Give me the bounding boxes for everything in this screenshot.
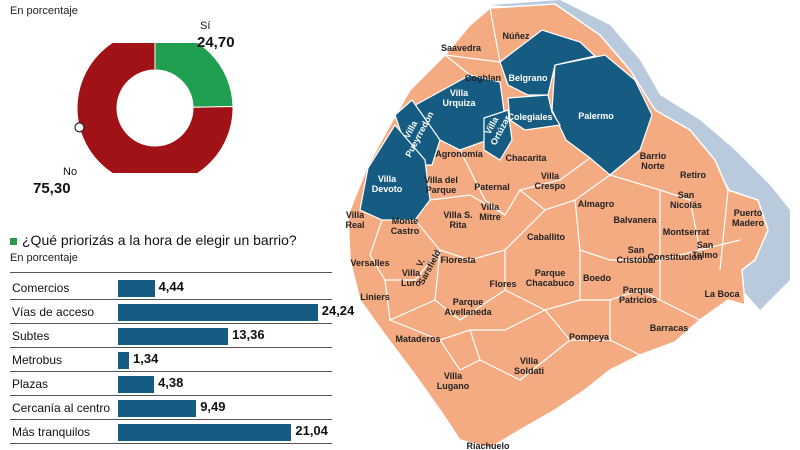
map-label: Flores xyxy=(489,279,516,289)
bar-row: Subtes 13,36 xyxy=(10,325,332,348)
bar-value: 9,49 xyxy=(200,399,226,414)
barrio-boundaries xyxy=(369,7,741,381)
bar xyxy=(118,376,155,393)
bars-title-row: ¿Qué priorizás a la hora de elegir un ba… xyxy=(10,232,297,248)
map-label: Palermo xyxy=(578,111,614,121)
city-map: Saavedra Núñez Coghlan Belgrano Villa Urquiza… xyxy=(345,0,790,450)
bar-label: Comercios xyxy=(12,281,70,295)
bar xyxy=(118,280,155,297)
bars-subtitle: En porcentaje xyxy=(10,252,78,264)
map-label: Villa Luro xyxy=(401,268,421,288)
map-label: Paternal xyxy=(474,182,510,192)
map-label: Saavedra xyxy=(441,43,482,53)
map-label: Agronomía xyxy=(435,149,483,159)
donut-subtitle: En porcentaje xyxy=(10,5,78,17)
map-label: Belgrano xyxy=(508,73,548,83)
map-label: Villa Crespo xyxy=(534,171,566,191)
map-label: Villa Soldati xyxy=(514,356,544,376)
bar xyxy=(118,400,197,417)
bar-row: Cercanía al centro 9,49 xyxy=(10,397,332,420)
bar xyxy=(118,424,292,441)
donut-label-si-value: 24,70 xyxy=(197,34,235,51)
donut-slice-no xyxy=(76,43,234,173)
donut-label-no-value: 75,30 xyxy=(33,180,71,197)
map-label: Coghlan xyxy=(465,73,501,83)
map-label: Chacarita xyxy=(505,153,547,163)
donut-chart xyxy=(74,43,234,173)
donut-label-no-name: No xyxy=(63,166,78,178)
bar xyxy=(118,304,318,321)
bar-row: Metrobus 1,34 xyxy=(10,349,332,372)
map-label: Liniers xyxy=(360,292,390,302)
map-label: Monte Castro xyxy=(391,216,420,236)
map-label: Villa S. Rita xyxy=(443,210,472,230)
map-label: Riachuelo xyxy=(466,441,510,450)
area-colegiales xyxy=(507,94,561,131)
bar-label: Subtes xyxy=(12,329,50,343)
bar-value: 4,38 xyxy=(158,375,184,390)
bar-value: 1,34 xyxy=(133,351,159,366)
map-label: Montserrat xyxy=(663,227,710,237)
map-label: Caballito xyxy=(527,232,566,242)
bar-label: Más tranquilos xyxy=(12,425,91,439)
map-label: Mataderos xyxy=(395,334,440,344)
bar-label: Metrobus xyxy=(12,353,63,367)
bar-row: Vías de acceso 24,24 xyxy=(10,301,354,324)
bar-value: 13,36 xyxy=(232,327,265,342)
map-label: Villa del Parque xyxy=(424,175,458,195)
map-label: Balvanera xyxy=(613,215,657,225)
map-label: Villa Lugano xyxy=(437,371,470,391)
map-label: Núñez xyxy=(503,31,531,41)
map-label: Villa Real xyxy=(345,210,365,230)
bar-row: Más tranquilos 21,04 xyxy=(10,421,332,444)
map-label: Boedo xyxy=(583,273,612,283)
bar-value: 24,24 xyxy=(321,303,355,318)
map-label: Retiro xyxy=(680,170,707,180)
map-label: Parque Patricios xyxy=(619,285,657,305)
map-label: Versalles xyxy=(350,258,389,268)
map-label: La Boca xyxy=(704,289,740,299)
bar-label: Vías de acceso xyxy=(12,305,95,319)
map-label: San Nicolás xyxy=(670,190,702,210)
map-label: Barrio Norte xyxy=(640,151,667,171)
map-label: Almagro xyxy=(578,199,615,209)
map-label: Villa Urquiza xyxy=(442,88,476,108)
bars-title: ¿Qué priorizás a la hora de elegir un ba… xyxy=(22,232,297,248)
highlighted-barrios xyxy=(359,29,653,221)
bar-label: Cercanía al centro xyxy=(12,401,111,415)
map-label: Pompeya xyxy=(569,332,610,342)
map-label: Villa Mitre xyxy=(479,202,501,222)
bar-value: 4,44 xyxy=(158,279,184,294)
donut-slice-si xyxy=(154,43,234,108)
map-label: Barracas xyxy=(650,323,689,333)
area-belgrano xyxy=(499,29,597,96)
map-label: San Cristóbal xyxy=(616,245,655,265)
map-label: Villa Devoto xyxy=(372,174,403,194)
map-label: Constitución xyxy=(648,252,703,262)
donut-label-si-name: Sí xyxy=(200,20,211,32)
map-label: Colegiales xyxy=(507,112,552,122)
river-coast xyxy=(490,0,790,310)
map-label: Parque Avellaneda xyxy=(444,297,492,317)
bar xyxy=(118,352,130,369)
map-label: Parque Chacabuco xyxy=(526,268,575,288)
bar-value: 21,04 xyxy=(295,423,328,438)
bar xyxy=(118,328,229,345)
area-ortuzar xyxy=(483,109,513,161)
map-label: Floresta xyxy=(440,255,476,265)
bar-row: Comercios 4,44 xyxy=(10,277,332,300)
map-label: Puerto Madero xyxy=(732,208,765,228)
bullet-icon xyxy=(10,237,17,245)
bar-label: Plazas xyxy=(12,377,49,391)
area-devoto xyxy=(359,123,431,221)
donut-marker-no xyxy=(74,122,85,133)
bars-top-rule xyxy=(10,272,332,273)
map-label: San Telmo xyxy=(692,240,718,260)
bar-row: Plazas 4,38 xyxy=(10,373,332,396)
